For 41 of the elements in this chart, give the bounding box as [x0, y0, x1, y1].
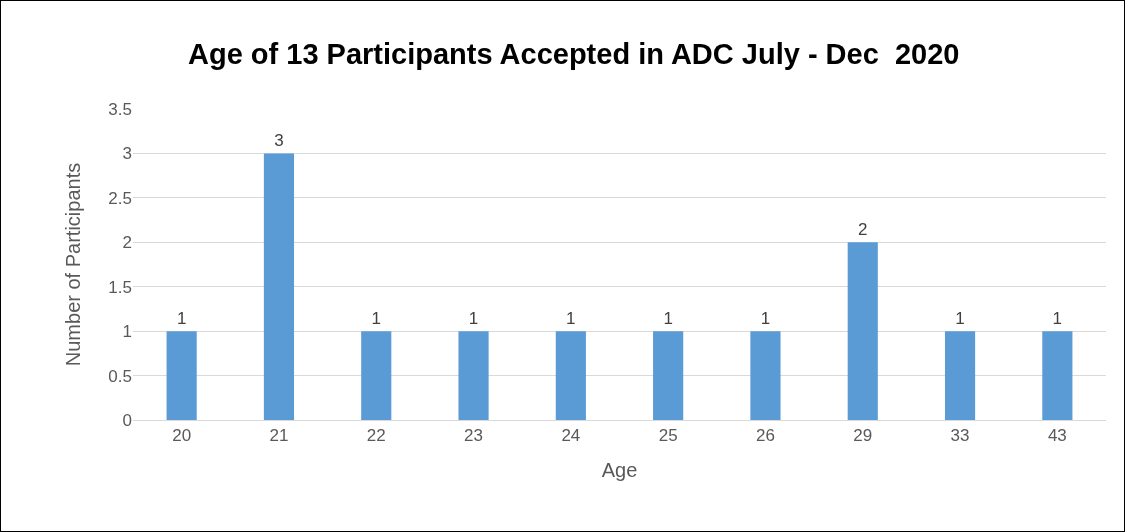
bar: [847, 242, 878, 420]
y-tick-label: 3.5: [108, 99, 132, 119]
y-tick-label: 3: [122, 144, 132, 164]
bar: [1042, 331, 1073, 420]
bar: [166, 331, 197, 420]
y-tick-label: 2.5: [108, 188, 132, 208]
y-tick-label: 0.5: [108, 366, 132, 386]
bar: [750, 331, 781, 420]
bar: [263, 153, 295, 420]
x-tick-label: 43: [1047, 426, 1067, 446]
data-label: 3: [274, 131, 284, 151]
bar: [653, 331, 684, 420]
x-tick-label: 25: [658, 426, 678, 446]
x-tick-label: 23: [464, 426, 484, 446]
chart-title: Age of 13 Participants Accepted in ADC July - Dec 2020: [188, 38, 960, 71]
x-axis-title: Age: [601, 458, 638, 481]
data-label: 1: [955, 309, 965, 329]
x-tick-label: 24: [561, 426, 581, 446]
x-tick-label: 20: [172, 426, 192, 446]
bar: [361, 331, 392, 420]
data-label: 1: [1052, 309, 1063, 329]
data-label: 1: [176, 309, 187, 329]
x-tick-label: 33: [950, 426, 970, 446]
bar: [555, 331, 586, 420]
y-tick-label: 0: [122, 410, 132, 430]
y-axis-title: Number of Participants: [61, 162, 84, 367]
data-label: 1: [371, 309, 381, 329]
y-tick-label: 1.5: [108, 277, 132, 297]
y-tick-label: 1: [122, 322, 132, 342]
data-label: 1: [468, 309, 479, 329]
x-tick-label: 26: [755, 426, 775, 446]
x-tick-label: 21: [269, 426, 289, 446]
data-label: 1: [760, 309, 771, 329]
y-tick-label: 2: [122, 233, 132, 253]
x-tick-label: 22: [366, 426, 386, 446]
x-tick-label: 29: [853, 426, 873, 446]
bar: [458, 331, 489, 420]
bar: [944, 331, 976, 420]
data-label: 1: [566, 309, 576, 329]
data-label: 1: [663, 309, 673, 329]
data-label: 2: [858, 220, 868, 240]
